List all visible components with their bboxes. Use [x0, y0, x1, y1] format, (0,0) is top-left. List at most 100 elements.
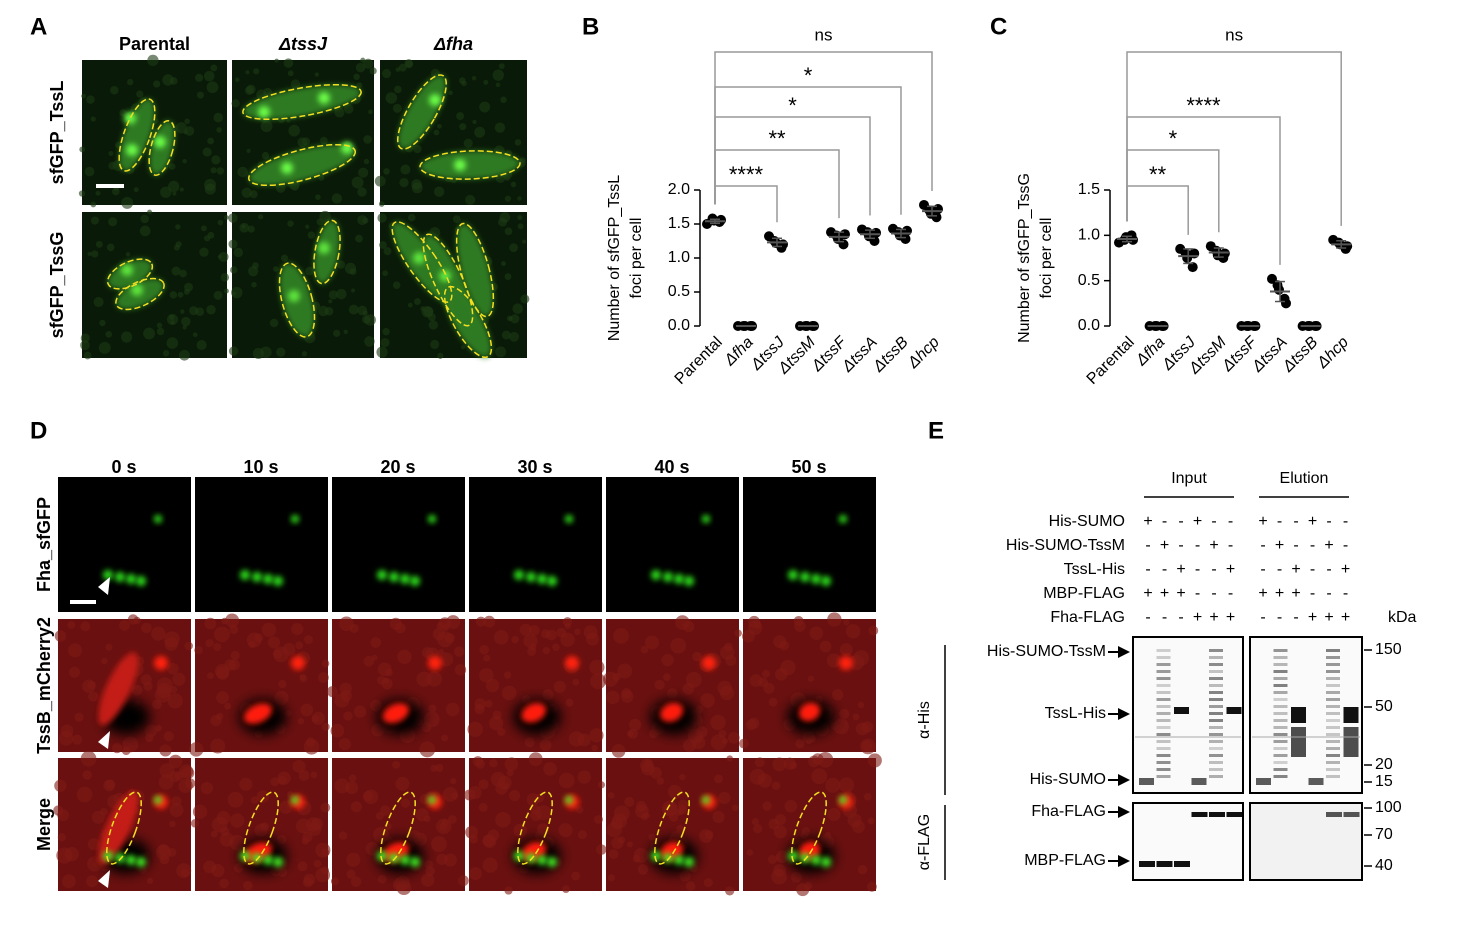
condition-sign: -	[1343, 537, 1348, 554]
band	[1273, 698, 1288, 701]
noise	[472, 119, 477, 125]
noise	[656, 777, 665, 785]
noise	[833, 718, 849, 735]
band-label: His-SUMO-TssM	[987, 643, 1106, 660]
noise	[397, 649, 412, 665]
noise	[213, 112, 224, 123]
noise	[774, 668, 788, 681]
noise	[847, 813, 862, 828]
noise	[228, 346, 239, 356]
noise	[495, 82, 501, 88]
noise	[333, 329, 341, 337]
noise	[163, 631, 180, 648]
noise	[202, 147, 212, 157]
band	[1326, 712, 1340, 715]
noise	[200, 225, 207, 232]
noise	[385, 92, 398, 104]
noise	[283, 58, 294, 68]
noise	[857, 701, 865, 709]
noise	[469, 867, 482, 881]
noise	[154, 686, 171, 703]
noise	[260, 822, 270, 832]
cell-outline	[419, 150, 521, 180]
noise	[291, 622, 304, 636]
condition-sign: +	[1308, 513, 1317, 530]
noise	[703, 878, 713, 888]
condition-sign: -	[1326, 513, 1331, 530]
noise	[216, 127, 222, 133]
noise	[425, 866, 435, 876]
cell-outline	[242, 83, 362, 121]
x-tick-label: ΔtssB	[1279, 334, 1322, 377]
noise	[250, 796, 259, 804]
noise	[184, 778, 196, 789]
noise	[726, 755, 733, 762]
noise	[82, 770, 92, 780]
band	[1326, 775, 1340, 778]
condition-sign: +	[1275, 537, 1284, 554]
noise	[356, 82, 363, 88]
noise	[748, 717, 760, 729]
noise	[504, 227, 513, 236]
noise	[362, 217, 369, 224]
noise	[463, 138, 473, 148]
noise	[695, 725, 708, 738]
cell-body	[397, 74, 447, 150]
band	[1326, 768, 1340, 771]
noise	[328, 290, 338, 300]
band	[1209, 768, 1223, 771]
condition-sign: +	[1143, 585, 1152, 602]
noise	[474, 704, 485, 715]
green-focus	[115, 572, 125, 582]
band	[1291, 727, 1306, 757]
noise	[633, 847, 649, 863]
noise	[243, 880, 253, 891]
noise	[93, 297, 104, 308]
noise	[753, 824, 763, 834]
condition-sign: +	[1275, 585, 1284, 602]
noise	[501, 261, 507, 267]
noise	[679, 773, 686, 781]
green-focus	[684, 857, 694, 867]
marker-label: 50	[1375, 698, 1393, 715]
band	[1174, 861, 1190, 867]
noise	[190, 819, 200, 828]
band	[1273, 775, 1288, 778]
noise	[246, 148, 251, 153]
noise	[315, 867, 331, 883]
significance-bracket	[1126, 116, 1281, 265]
noise	[779, 640, 790, 651]
green-focus	[377, 851, 387, 861]
noise	[280, 254, 289, 262]
noise	[839, 643, 853, 657]
green-focus	[291, 515, 299, 523]
noise	[648, 729, 659, 739]
noise	[362, 310, 368, 316]
microscopy-image	[54, 614, 193, 757]
column-header: ΔtssJ	[278, 34, 328, 54]
band	[1156, 726, 1171, 729]
noise	[497, 727, 506, 736]
noise	[670, 637, 687, 654]
arrowhead	[98, 731, 110, 749]
noise	[433, 186, 445, 197]
band	[1326, 719, 1340, 722]
noise	[261, 151, 270, 160]
noise	[857, 864, 868, 875]
noise	[474, 126, 486, 138]
cell-outline	[148, 120, 176, 176]
noise	[303, 738, 320, 755]
noise	[121, 746, 131, 756]
band	[1209, 775, 1223, 778]
significance-label: *	[788, 93, 797, 118]
noise	[239, 777, 253, 791]
noise	[87, 838, 101, 851]
noise	[710, 714, 726, 730]
condition-sign: +	[1160, 537, 1169, 554]
band	[1326, 761, 1340, 764]
noise	[727, 731, 740, 744]
green-focus	[526, 572, 536, 582]
noise	[346, 852, 361, 867]
noise	[348, 774, 357, 783]
noise	[310, 771, 318, 779]
